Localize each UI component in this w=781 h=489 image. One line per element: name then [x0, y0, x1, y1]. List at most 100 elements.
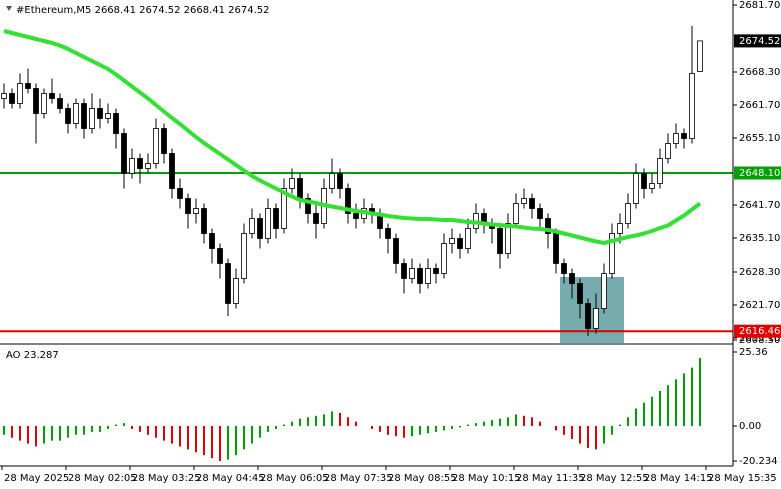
zone-rect [560, 277, 624, 343]
candle-body [545, 218, 551, 234]
candle-body [105, 113, 111, 119]
x-tick-label: 28 May 03:25 [132, 473, 201, 484]
candle-body [417, 268, 423, 284]
candle-body [249, 218, 255, 234]
candle-body [601, 273, 607, 309]
candle-body [633, 173, 639, 204]
x-tick-label: 28 May 06:05 [260, 473, 329, 484]
candle-body [177, 188, 183, 199]
candle-body [313, 213, 319, 224]
candle-body [161, 128, 167, 154]
candle-body [649, 183, 655, 189]
indicator-label: AO 23.287 [6, 350, 59, 361]
candle-body [441, 243, 447, 274]
candle-body [641, 173, 647, 189]
x-tick-label: 28 May 11:35 [516, 473, 585, 484]
candle-body [281, 188, 287, 229]
y-tick-label: 2681.70 [739, 0, 780, 11]
candle-body [569, 273, 575, 284]
candle-body [345, 188, 351, 214]
candle-body [425, 268, 431, 284]
candle-body [129, 158, 135, 174]
candle-body [329, 173, 335, 189]
level-label-box [734, 324, 781, 338]
chart-title: #Ethereum,M5 2668.41 2674.52 2668.41 267… [16, 5, 270, 16]
candle-body [393, 238, 399, 264]
candle-body [577, 283, 583, 304]
candle-body [625, 203, 631, 224]
candle-body [593, 308, 599, 329]
candle-body [9, 93, 15, 104]
candle-body [537, 208, 543, 219]
candle-body [97, 108, 103, 119]
x-tick-label: 28 May 12:55 [580, 473, 649, 484]
level-label: 2616.46 [739, 326, 780, 337]
x-tick-label: 28 May 14:15 [644, 473, 713, 484]
candle-body [521, 198, 527, 204]
candle-body [153, 128, 159, 164]
candle-body [697, 40, 703, 72]
candle-body [225, 263, 231, 304]
level-label: 2648.10 [739, 168, 780, 179]
y-tick-label: 2628.30 [739, 267, 780, 278]
candle-body [145, 163, 151, 169]
candle-body [49, 93, 55, 99]
candle-body [193, 208, 199, 214]
candle-body [689, 73, 695, 139]
candle-body [617, 223, 623, 234]
y-tick-label: 2641.70 [739, 200, 780, 211]
candle-body [433, 268, 439, 274]
x-tick-label: 28 May 10:15 [452, 473, 521, 484]
x-tick-label: 28 May 02:05 [68, 473, 137, 484]
y-tick-label: 2608.50 [739, 335, 780, 346]
candle-body [457, 238, 463, 249]
ao-tick-label: 0.00 [739, 421, 761, 432]
candle-body [113, 113, 119, 134]
y-tick-label: 2615.10 [739, 333, 780, 344]
candle-body [289, 178, 295, 189]
candle-body [217, 248, 223, 264]
x-tick-label: 28 May 07:35 [324, 473, 393, 484]
candle-body [305, 198, 311, 214]
candle-body [201, 208, 207, 234]
candle-body [73, 103, 79, 124]
x-tick-label: 28 May 15:35 [708, 473, 777, 484]
candle-body [553, 233, 559, 264]
candle-body [25, 83, 31, 89]
candle-body [505, 223, 511, 254]
candle-body [513, 203, 519, 224]
candle-body [185, 198, 191, 214]
y-tick-label: 2655.10 [739, 133, 780, 144]
candle-body [233, 278, 239, 304]
symbol-icon [6, 6, 12, 11]
candle-body [353, 213, 359, 219]
candle-body [169, 153, 175, 189]
level-label-box [734, 166, 781, 180]
candle-body [657, 158, 663, 184]
candle-body [681, 133, 687, 139]
candle-body [41, 93, 47, 114]
y-tick-label: 2661.70 [739, 100, 780, 111]
candle-body [449, 238, 455, 244]
candle-body [81, 103, 87, 129]
current-price-label: 2674.52 [739, 36, 780, 47]
candle-body [585, 303, 591, 329]
candle-body [137, 158, 143, 169]
candle-body [561, 263, 567, 274]
candle-body [665, 143, 671, 159]
candle-body [401, 263, 407, 279]
candle-body [241, 233, 247, 279]
candle-body [17, 83, 23, 104]
candle-body [121, 133, 127, 174]
candle-body [257, 218, 263, 239]
candle-body [609, 233, 615, 274]
candle-body [209, 233, 215, 249]
candle-body [673, 133, 679, 144]
candle-body [1, 93, 7, 99]
candle-body [297, 178, 303, 199]
candle-body [409, 268, 415, 279]
candle-body [265, 208, 271, 239]
candle-body [529, 198, 535, 209]
